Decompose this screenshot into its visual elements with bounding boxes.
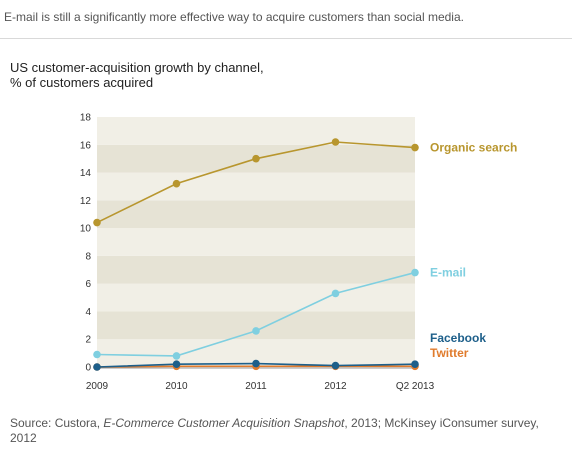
divider xyxy=(0,38,572,39)
y-tick-label-2: 2 xyxy=(85,335,91,346)
y-tick-label-16: 16 xyxy=(80,140,92,151)
point-facebook-3 xyxy=(331,361,340,370)
y-tick-label-6: 6 xyxy=(85,279,91,290)
series-label-e-mail: E-mail xyxy=(430,266,466,280)
point-facebook-2 xyxy=(252,359,260,368)
point-organic-search-2 xyxy=(252,154,260,163)
grid-band-4 xyxy=(97,228,415,256)
source-note: Source: Custora, E-Commerce Customer Acq… xyxy=(10,416,550,446)
headline: E-mail is still a significantly more eff… xyxy=(4,10,464,24)
chart-title-line2: % of customers acquired xyxy=(10,75,154,90)
y-tick-label-8: 8 xyxy=(85,251,91,262)
grid-band-8 xyxy=(97,117,415,145)
point-e-mail-1 xyxy=(172,352,181,360)
source-italic: E-Commerce Customer Acquisition Snapshot xyxy=(103,416,345,430)
point-organic-search-4 xyxy=(411,143,419,152)
chart-title-line1: US customer-acquisition growth by channe… xyxy=(10,60,264,75)
point-organic-search-3 xyxy=(331,138,340,146)
x-tick-label-3: 2012 xyxy=(324,381,347,392)
y-tick-label-10: 10 xyxy=(80,224,92,235)
series-label-twitter: Twitter xyxy=(430,346,469,360)
point-organic-search-1 xyxy=(172,179,181,188)
chart-title: US customer-acquisition growth by channe… xyxy=(10,60,264,90)
source-prefix: Source: Custora, xyxy=(10,416,104,430)
y-tick-label-0: 0 xyxy=(85,363,91,374)
point-facebook-1 xyxy=(172,360,181,369)
grid-band-2 xyxy=(97,283,415,312)
point-facebook-0 xyxy=(93,363,101,371)
x-tick-label-1: 2010 xyxy=(165,381,188,392)
y-tick-label-14: 14 xyxy=(80,168,92,179)
line-chart: 0 2 4 6 8 10 12 14 16 18 2009 2010 2011 2012 Q2 2013 Or… xyxy=(80,113,518,393)
point-e-mail-0 xyxy=(93,350,101,359)
series-label-facebook: Facebook xyxy=(430,331,486,345)
grid-band-1 xyxy=(97,311,415,340)
point-e-mail-4 xyxy=(411,268,419,277)
source-suffix: , 2013; McKinsey iConsumer survey, 2012 xyxy=(10,416,539,445)
point-e-mail-2 xyxy=(252,327,260,335)
x-tick-label-2: 2011 xyxy=(245,381,267,392)
grid-band-6 xyxy=(97,172,415,201)
point-organic-search-0 xyxy=(93,218,101,227)
x-tick-label-0: 2009 xyxy=(86,381,109,392)
y-tick-label-12: 12 xyxy=(80,196,92,207)
point-e-mail-3 xyxy=(331,289,340,298)
grid-band-5 xyxy=(97,200,415,229)
y-tick-label-4: 4 xyxy=(85,307,91,318)
grid-band-3 xyxy=(97,255,415,284)
y-tick-label-18: 18 xyxy=(80,113,92,124)
series-label-organic-search: Organic search xyxy=(430,141,517,155)
x-tick-label-4: Q2 2013 xyxy=(396,381,435,392)
point-facebook-4 xyxy=(411,360,419,369)
